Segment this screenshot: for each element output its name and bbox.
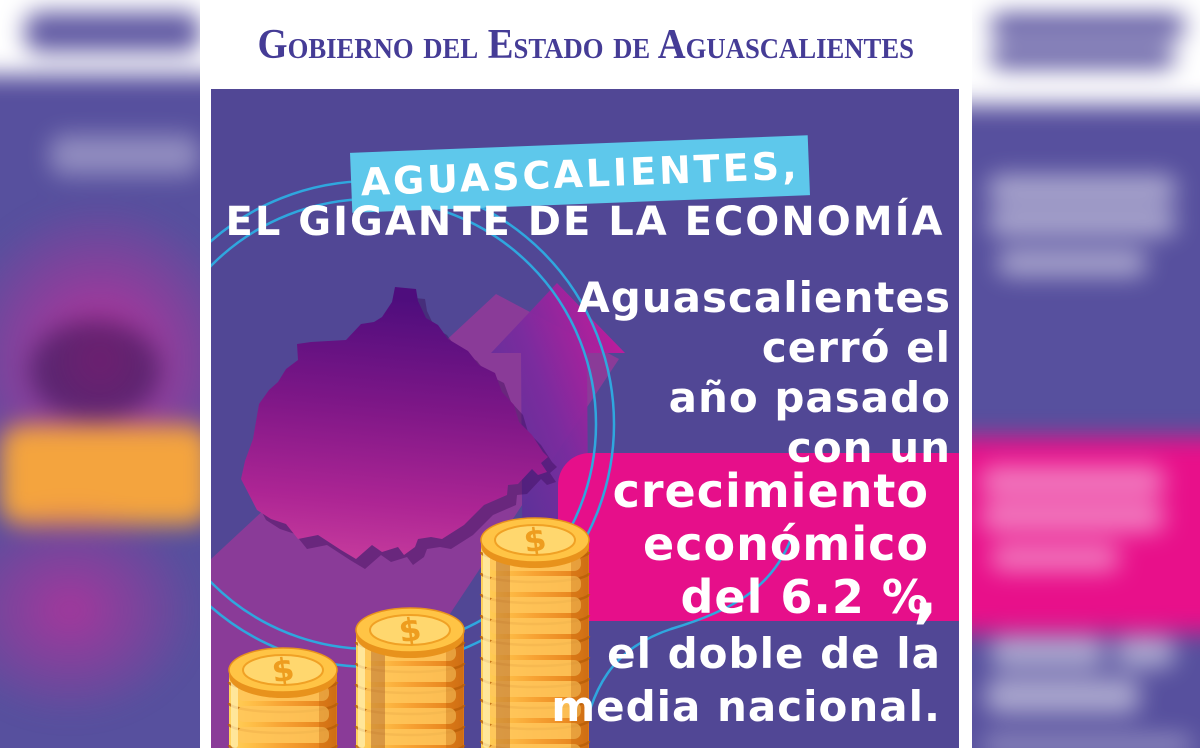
coin-stack-icon-right <box>479 517 591 748</box>
swoosh-line-icon <box>579 538 793 748</box>
intro-text: Aguascalientes cerró el año pasado con u… <box>577 273 951 473</box>
blurred-backdrop-left-content <box>0 0 211 748</box>
coin-stack-icon-middle <box>354 607 466 748</box>
growth-box-text: crecimiento económico del 6.2 % <box>558 453 959 624</box>
comma-mark: , <box>913 554 939 631</box>
outro-text: el doble de la media nacional. <box>551 627 941 733</box>
intro-line: cerró el <box>761 323 951 372</box>
headline-line2: EL GIGANTE DE LA ECONOMÍA <box>225 199 945 245</box>
intro-line: año pasado <box>668 373 951 422</box>
banner-title: Gobierno del Estado de Aguascalientes <box>257 21 915 68</box>
growth-highlight-box <box>558 453 959 621</box>
outro-line: media nacional. <box>551 682 941 731</box>
government-banner: Gobierno del Estado de Aguascalientes <box>200 0 972 89</box>
headline-highlight: AGUASCALIENTES, <box>359 143 801 205</box>
intro-line: con un <box>786 423 951 472</box>
growth-line: económico <box>643 517 929 571</box>
coin-stack-icon-left <box>227 647 339 748</box>
blurred-backdrop-right-content <box>972 0 1200 748</box>
aguascalientes-map-icon <box>241 287 557 569</box>
growth-line: del 6.2 % <box>680 570 929 624</box>
poster: Gobierno del Estado de Aguascalientes <box>200 0 972 748</box>
growth-line: crecimiento <box>612 464 929 518</box>
blurred-backdrop-left <box>0 0 211 748</box>
outro-line: el doble de la <box>607 629 941 678</box>
intro-line: Aguascalientes <box>577 273 951 322</box>
poster-panel: $ <box>211 89 959 748</box>
blurred-backdrop-right <box>972 0 1200 748</box>
